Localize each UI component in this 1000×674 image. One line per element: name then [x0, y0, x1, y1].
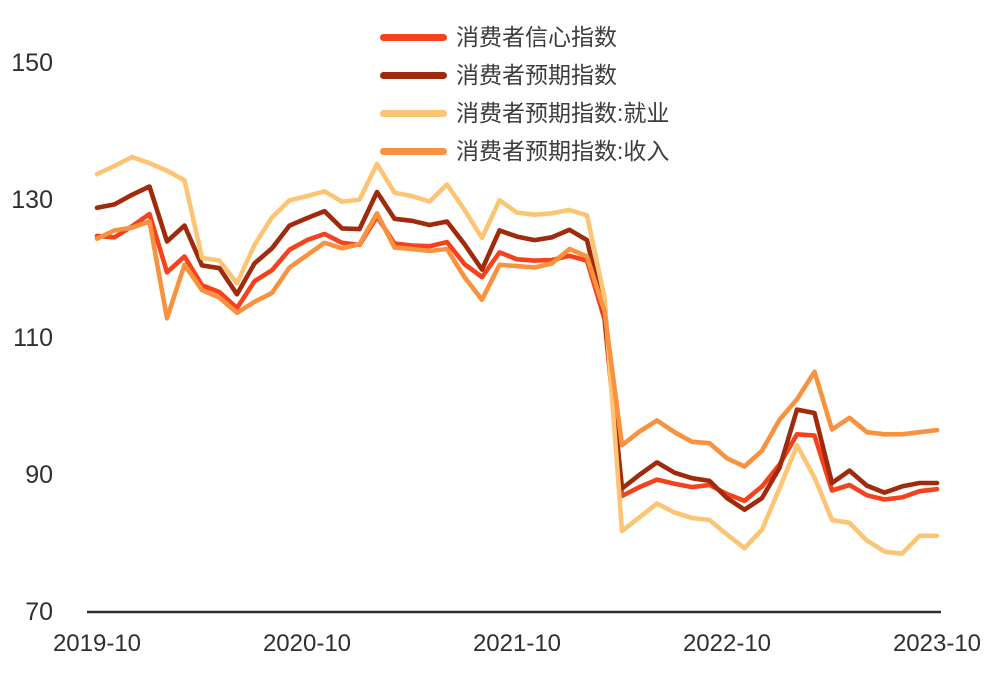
legend-item-expectation-employment: 消费者预期指数:就业 [380, 94, 669, 132]
cci-line-swatch [380, 33, 447, 41]
expectation-line-swatch [380, 71, 447, 79]
y-axis-tick-label: 150 [11, 49, 53, 77]
x-axis-tick-label: 2019-10 [52, 630, 142, 657]
legend-label: 消费者预期指数:就业 [456, 99, 670, 126]
y-axis-tick-label: 130 [11, 186, 53, 215]
x-axis-tick-label: 2021-10 [472, 630, 562, 657]
cci-line [94, 211, 940, 504]
x-axis-tick-label: 2020-10 [262, 630, 352, 657]
expectation-income-line [94, 211, 940, 469]
expectation-employment-line [94, 154, 940, 557]
y-axis-tick-label: 90 [25, 460, 53, 489]
legend-label: 消费者信心指数 [456, 23, 617, 50]
legend-label: 消费者预期指数 [456, 61, 617, 88]
x-axis-tick-label: 2022-10 [682, 630, 772, 657]
y-axis-tick-label: 110 [13, 323, 53, 352]
legend: 消费者信心指数 消费者预期指数 消费者预期指数:就业 消费者预期指数:收入 [380, 18, 669, 170]
legend-label: 消费者预期指数:收入 [456, 137, 670, 164]
expectation-income-line-swatch [380, 147, 447, 155]
x-axis-tick-label: 2023-10 [892, 630, 982, 657]
y-axis-tick-label: 70 [25, 598, 53, 626]
legend-item-cci: 消费者信心指数 [380, 18, 669, 56]
legend-item-expectation: 消费者预期指数 [380, 56, 669, 94]
expectation-employment-line-swatch [380, 109, 447, 117]
legend-item-expectation-income: 消费者预期指数:收入 [380, 132, 669, 170]
expectation-line [94, 184, 940, 513]
